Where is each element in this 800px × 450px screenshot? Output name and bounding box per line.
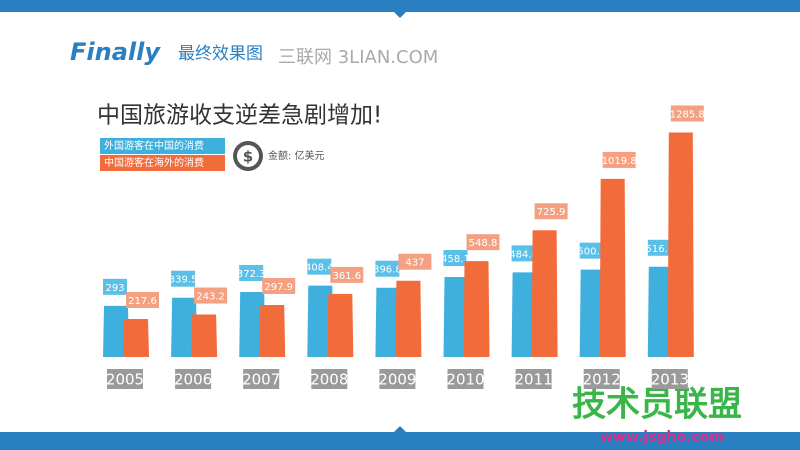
x-tick-box: [379, 369, 416, 389]
bar: [375, 287, 402, 357]
x-tick-box: [243, 369, 280, 389]
value-label: 437: [405, 258, 424, 269]
x-tick-box: [107, 369, 143, 389]
bar: [647, 266, 674, 357]
value-label: 516.6: [645, 244, 674, 255]
x-tick-box: [311, 369, 348, 389]
value-label: 339.5: [169, 275, 198, 286]
bar: [327, 293, 354, 357]
x-tick-label: 2010: [446, 371, 484, 389]
value-label: 217.6: [128, 296, 157, 307]
x-tick-label: 2005: [106, 371, 144, 389]
plot: 2005 293 217.6 2006 339.5 243.2 2007 372.3 297.9…: [103, 105, 705, 389]
x-tick-label: 2012: [583, 371, 621, 389]
value-label: 548.8: [469, 238, 498, 249]
value-label-box: [443, 250, 468, 267]
value-label-box: [466, 234, 500, 251]
legend-box: [100, 155, 225, 171]
footer-url: www.jsgho.com: [600, 429, 724, 445]
bar: [599, 178, 626, 357]
watermark: 三联网 3LIAN.COM: [278, 47, 438, 68]
bar: [463, 261, 490, 357]
x-tick-box: [515, 369, 552, 389]
bar: [239, 291, 266, 357]
chart-title: 中国旅游收支逆差急剧增加!: [97, 103, 382, 129]
value-label-box: [375, 260, 400, 277]
value-label: 1285.8: [670, 109, 705, 120]
value-label: 361.6: [332, 271, 361, 282]
value-label-box: [670, 105, 704, 122]
value-label-box: [307, 258, 332, 275]
top-notch: [394, 12, 406, 18]
value-label-box: [239, 264, 264, 281]
x-tick-box: [583, 369, 620, 389]
value-label: 372.3: [237, 269, 266, 280]
value-label-box: [602, 151, 636, 168]
value-label: 396.8: [373, 265, 402, 276]
value-label-box: [511, 245, 536, 262]
x-tick-label: 2006: [174, 371, 212, 389]
value-label: 484.6: [509, 249, 538, 260]
value-label-box: [330, 266, 364, 283]
value-label: 458.1: [441, 254, 470, 265]
bar: [191, 314, 218, 357]
bar: [511, 272, 538, 357]
value-label: 293: [105, 283, 124, 294]
bar: [259, 304, 286, 357]
currency-icon-inner: [237, 145, 259, 167]
value-label: 408.4: [305, 263, 334, 274]
bar: [395, 280, 422, 357]
bar: [579, 269, 606, 357]
value-label-box: [579, 242, 604, 259]
value-label-box: [126, 292, 159, 309]
bar: [123, 319, 149, 357]
currency-symbol: $: [243, 148, 253, 166]
bar: [307, 285, 334, 357]
subtitle: 最终效果图: [178, 44, 263, 64]
value-label-box: [398, 253, 432, 270]
x-tick-box: [651, 369, 688, 389]
bar: [103, 305, 129, 357]
bar: [171, 297, 198, 357]
legend-box: [100, 138, 225, 154]
x-tick-label: 2011: [515, 371, 553, 389]
x-tick-label: 2013: [651, 371, 689, 389]
bottom-bar: [0, 432, 800, 450]
legend-label: 中国游客在海外的消费: [104, 156, 204, 169]
bar: [531, 230, 558, 357]
value-label: 725.9: [537, 207, 566, 218]
x-tick-box: [175, 369, 212, 389]
value-label-box: [194, 287, 228, 304]
value-label-box: [262, 277, 296, 294]
x-tick-label: 2009: [378, 371, 416, 389]
bar: [443, 277, 470, 357]
value-label-box: [103, 278, 127, 295]
top-bar: [0, 0, 800, 12]
x-tick-label: 2007: [242, 371, 280, 389]
x-tick-box: [447, 369, 484, 389]
footer-watermark: 技术员联盟: [572, 385, 742, 425]
value-label: 297.9: [264, 282, 293, 293]
legend-label: 外国游客在中国的消费: [104, 139, 204, 152]
brand: Finally: [70, 38, 161, 66]
value-label-box: [647, 239, 672, 256]
x-tick-label: 2008: [310, 371, 348, 389]
value-label: 243.2: [196, 292, 225, 303]
value-label: 1019.8: [602, 156, 637, 167]
value-label-box: [534, 203, 568, 220]
unit-label: 金额: 亿美元: [268, 149, 325, 162]
value-label: 500.3: [577, 247, 606, 258]
bar: [667, 132, 694, 357]
value-label-box: [171, 270, 196, 287]
bottom-notch: [394, 426, 406, 432]
